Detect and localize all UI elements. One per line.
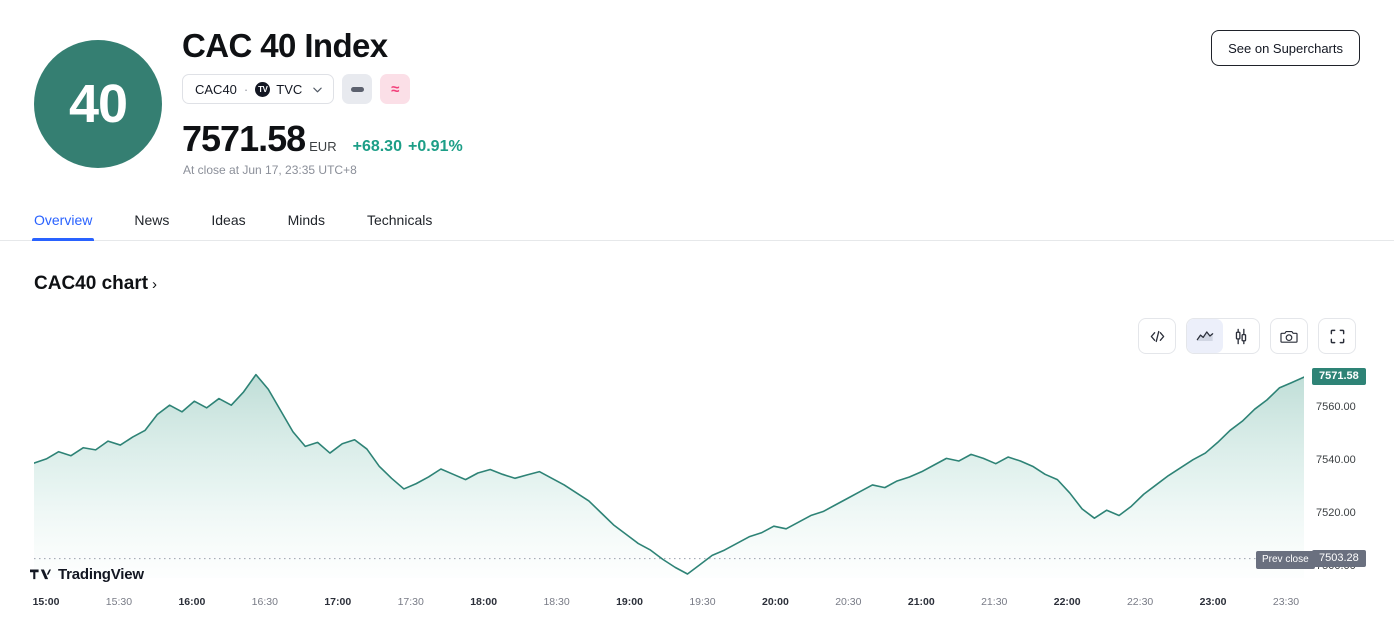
last-price-badge: 7571.58 (1312, 368, 1366, 386)
time-tick: 22:30 (1126, 596, 1154, 608)
price-row: 7571.58 EUR +68.30 +0.91% (182, 118, 463, 160)
market-status-badge[interactable] (342, 74, 373, 104)
tradingview-watermark-text: TradingView (58, 566, 144, 583)
prev-close-badge: 7503.28 (1312, 549, 1366, 567)
time-tick: 19:30 (689, 596, 716, 608)
tradingview-watermark: TradingView (30, 566, 144, 583)
time-tick: 20:30 (835, 596, 862, 608)
time-tick: 21:30 (981, 596, 1008, 608)
symbol-row: CAC40 · TV TVC ≈ (182, 74, 411, 104)
avatar-label: 40 (68, 74, 128, 134)
price-change-abs: +68.30 (352, 138, 402, 155)
avatar: 40 (34, 40, 162, 168)
chevron-right-icon: › (152, 275, 158, 293)
candlestick-chart-icon[interactable] (1223, 319, 1259, 353)
time-tick: 15:30 (105, 596, 133, 608)
tab-news[interactable]: News (134, 212, 170, 228)
symbol-exchange: TVC (276, 81, 303, 97)
dash-icon (350, 86, 364, 92)
time-tick: 20:00 (761, 596, 789, 608)
delayed-data-badge[interactable]: ≈ (380, 74, 411, 104)
price-tick: 7520.00 (1316, 507, 1356, 520)
market-close-note: At close at Jun 17, 23:35 UTC+8 (183, 163, 357, 177)
chart-toolbar (1138, 318, 1356, 354)
page-title: CAC 40 Index (182, 27, 388, 64)
tab-ideas[interactable]: Ideas (211, 212, 246, 228)
tv-icon: TV (255, 81, 271, 97)
time-tick: 19:00 (616, 596, 643, 608)
price-tick: 7540.00 (1316, 454, 1356, 467)
chart-plot[interactable] (34, 360, 1304, 578)
tradingview-logo-icon (30, 569, 51, 580)
approx-icon: ≈ (391, 80, 400, 98)
time-tick: 18:00 (470, 596, 498, 608)
time-tick: 17:00 (324, 596, 352, 608)
price-change-pct: +0.91% (407, 138, 463, 155)
symbol-ticker: CAC40 (195, 81, 237, 97)
time-tick: 16:00 (178, 596, 206, 608)
price-scale[interactable]: 7571.58 7560.00 7540.00 7520.00 7500.00 … (1305, 360, 1394, 578)
time-tick: 15:00 (32, 596, 60, 608)
chart-container: 7571.58 7560.00 7540.00 7520.00 7500.00 … (0, 360, 1394, 626)
time-axis[interactable]: 15:00 15:30 16:00 16:30 17:00 17:30 18:00 18:30… (0, 596, 1394, 616)
time-tick: 21:00 (907, 596, 935, 608)
fullscreen-icon[interactable] (1318, 318, 1356, 354)
time-tick: 17:30 (397, 596, 424, 608)
tab-overview[interactable]: Overview (31, 196, 95, 241)
chevron-down-icon (312, 84, 323, 95)
tab-minds[interactable]: Minds (287, 212, 325, 228)
chart-section-heading[interactable]: CAC40 chart › (34, 273, 157, 295)
last-price: 7571.58 (182, 118, 306, 159)
embed-code-icon[interactable] (1138, 318, 1176, 354)
see-on-supercharts-button[interactable]: See on Supercharts (1211, 30, 1360, 66)
chart-type-group (1186, 318, 1260, 354)
time-tick: 23:30 (1272, 596, 1300, 608)
tab-technicals[interactable]: Technicals (366, 212, 433, 228)
chart-heading-label: CAC40 chart (34, 273, 149, 294)
price-change: +68.30 +0.91% (353, 138, 463, 156)
tab-bar: Overview News Ideas Minds Technicals (0, 196, 1394, 241)
area-chart-icon[interactable] (1187, 319, 1223, 353)
symbol-separator: · (243, 81, 249, 97)
time-tick: 18:30 (543, 596, 570, 608)
time-tick: 16:30 (251, 596, 278, 608)
symbol-selector[interactable]: CAC40 · TV TVC (182, 74, 335, 104)
time-tick: 23:00 (1199, 596, 1227, 608)
price-currency: EUR (309, 139, 337, 154)
price-tick: 7560.00 (1316, 400, 1356, 413)
symbol-header: 40 CAC 40 Index CAC40 · TV TVC ≈ 7571.58 (0, 0, 1394, 196)
time-tick: 22:00 (1053, 596, 1081, 608)
prev-close-label: Prev close (1256, 550, 1315, 569)
camera-snapshot-icon[interactable] (1270, 318, 1308, 354)
